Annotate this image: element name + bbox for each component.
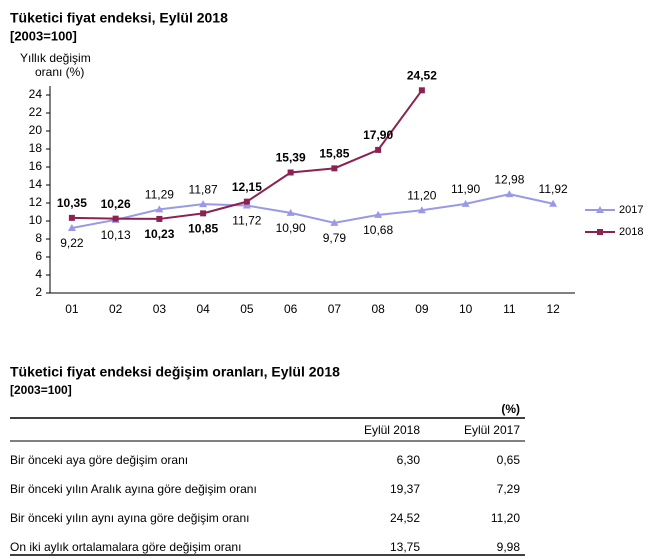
table-cell: 13,75 bbox=[390, 540, 420, 554]
y-tick-label: 12 bbox=[29, 195, 43, 209]
marker bbox=[418, 87, 425, 94]
marker bbox=[596, 206, 604, 213]
marker bbox=[199, 200, 208, 208]
x-tick-label: 12 bbox=[546, 302, 560, 316]
table-cell: 9,98 bbox=[497, 540, 521, 554]
x-tick-label: 06 bbox=[284, 302, 298, 316]
legend-label: 2017 bbox=[619, 204, 643, 216]
y-tick-label: 18 bbox=[29, 141, 43, 155]
chart-subtitle: [2003=100] bbox=[10, 28, 77, 43]
marker bbox=[417, 206, 426, 214]
table-cell: On iki aylık ortalamalara göre değişim o… bbox=[10, 540, 241, 554]
chart-title: Tüketici fiyat endeksi, Eylül 2018 bbox=[10, 10, 228, 26]
data-label: 10,85 bbox=[188, 222, 218, 236]
y-tick-label: 6 bbox=[35, 249, 42, 263]
x-tick-label: 07 bbox=[328, 302, 342, 316]
data-label: 15,39 bbox=[276, 151, 306, 165]
x-tick-label: 03 bbox=[153, 302, 167, 316]
y-tick-label: 22 bbox=[29, 105, 43, 119]
y-tick-label: 2 bbox=[35, 285, 42, 299]
y-tick-label: 8 bbox=[35, 231, 42, 245]
table-cell: 7,29 bbox=[497, 482, 521, 496]
data-label: 15,85 bbox=[319, 147, 349, 161]
data-label: 9,79 bbox=[323, 231, 347, 245]
y-tick-label: 16 bbox=[29, 159, 43, 173]
marker bbox=[461, 199, 470, 207]
marker bbox=[331, 165, 338, 172]
y-axis-label: Yıllık değişim bbox=[20, 51, 91, 65]
data-label: 11,72 bbox=[232, 214, 261, 228]
legend-label: 2018 bbox=[619, 226, 643, 238]
marker bbox=[287, 169, 294, 176]
data-label: 10,13 bbox=[101, 228, 131, 242]
x-tick-label: 02 bbox=[109, 302, 123, 316]
data-label: 10,26 bbox=[101, 197, 131, 211]
data-label: 11,20 bbox=[407, 188, 436, 202]
table-header: Eylül 2017 bbox=[464, 423, 520, 437]
table-cell: 19,37 bbox=[390, 482, 420, 496]
y-tick-label: 24 bbox=[29, 87, 43, 101]
x-tick-label: 08 bbox=[371, 302, 385, 316]
y-tick-label: 10 bbox=[29, 213, 43, 227]
table-cell: Bir önceki yılın aynı ayına göre değişim… bbox=[10, 511, 249, 525]
table-subtitle: [2003=100] bbox=[10, 383, 72, 397]
data-label: 11,29 bbox=[145, 188, 174, 202]
y-axis-label: oranı (%) bbox=[35, 65, 84, 79]
table-cell: 6,30 bbox=[397, 453, 421, 467]
marker bbox=[374, 210, 383, 218]
marker bbox=[67, 224, 76, 232]
x-tick-label: 09 bbox=[415, 302, 429, 316]
data-label: 10,68 bbox=[363, 223, 393, 237]
table-cell: 24,52 bbox=[390, 511, 420, 525]
data-label: 17,90 bbox=[363, 128, 393, 142]
marker bbox=[597, 229, 603, 235]
data-label: 11,92 bbox=[539, 182, 568, 196]
marker bbox=[549, 199, 558, 207]
table-cell: 0,65 bbox=[497, 453, 521, 467]
marker bbox=[243, 198, 250, 205]
marker bbox=[286, 208, 295, 216]
data-label: 9,22 bbox=[60, 236, 84, 250]
y-tick-label: 4 bbox=[35, 267, 42, 281]
data-label: 11,87 bbox=[189, 182, 218, 196]
table-cell: Bir önceki aya göre değişim oranı bbox=[10, 453, 188, 467]
marker bbox=[200, 210, 207, 217]
table-cell: 11,20 bbox=[491, 511, 520, 525]
table-cell: Bir önceki yılın Aralık ayına göre değiş… bbox=[10, 482, 257, 496]
marker bbox=[375, 146, 382, 153]
y-tick-label: 20 bbox=[29, 123, 43, 137]
marker bbox=[68, 214, 75, 221]
data-label: 12,15 bbox=[232, 180, 262, 194]
table-unit: (%) bbox=[501, 402, 520, 416]
x-tick-label: 01 bbox=[65, 302, 79, 316]
marker bbox=[155, 205, 164, 213]
marker bbox=[242, 201, 251, 209]
data-label: 11,90 bbox=[451, 182, 480, 196]
marker bbox=[112, 215, 119, 222]
data-label: 12,98 bbox=[494, 172, 524, 186]
x-tick-label: 11 bbox=[503, 302, 516, 316]
y-tick-label: 14 bbox=[29, 177, 43, 191]
marker bbox=[505, 190, 514, 198]
marker bbox=[330, 218, 339, 226]
data-label: 10,90 bbox=[276, 221, 306, 235]
data-label: 24,52 bbox=[407, 68, 437, 82]
x-tick-label: 05 bbox=[240, 302, 254, 316]
data-label: 10,23 bbox=[144, 227, 174, 241]
marker bbox=[156, 215, 163, 222]
x-tick-label: 04 bbox=[196, 302, 210, 316]
data-label: 10,35 bbox=[57, 196, 87, 210]
table-header: Eylül 2018 bbox=[364, 423, 420, 437]
x-tick-label: 10 bbox=[459, 302, 473, 316]
table-title: Tüketici fiyat endeksi değişim oranları,… bbox=[10, 364, 340, 380]
series-line bbox=[71, 193, 554, 230]
